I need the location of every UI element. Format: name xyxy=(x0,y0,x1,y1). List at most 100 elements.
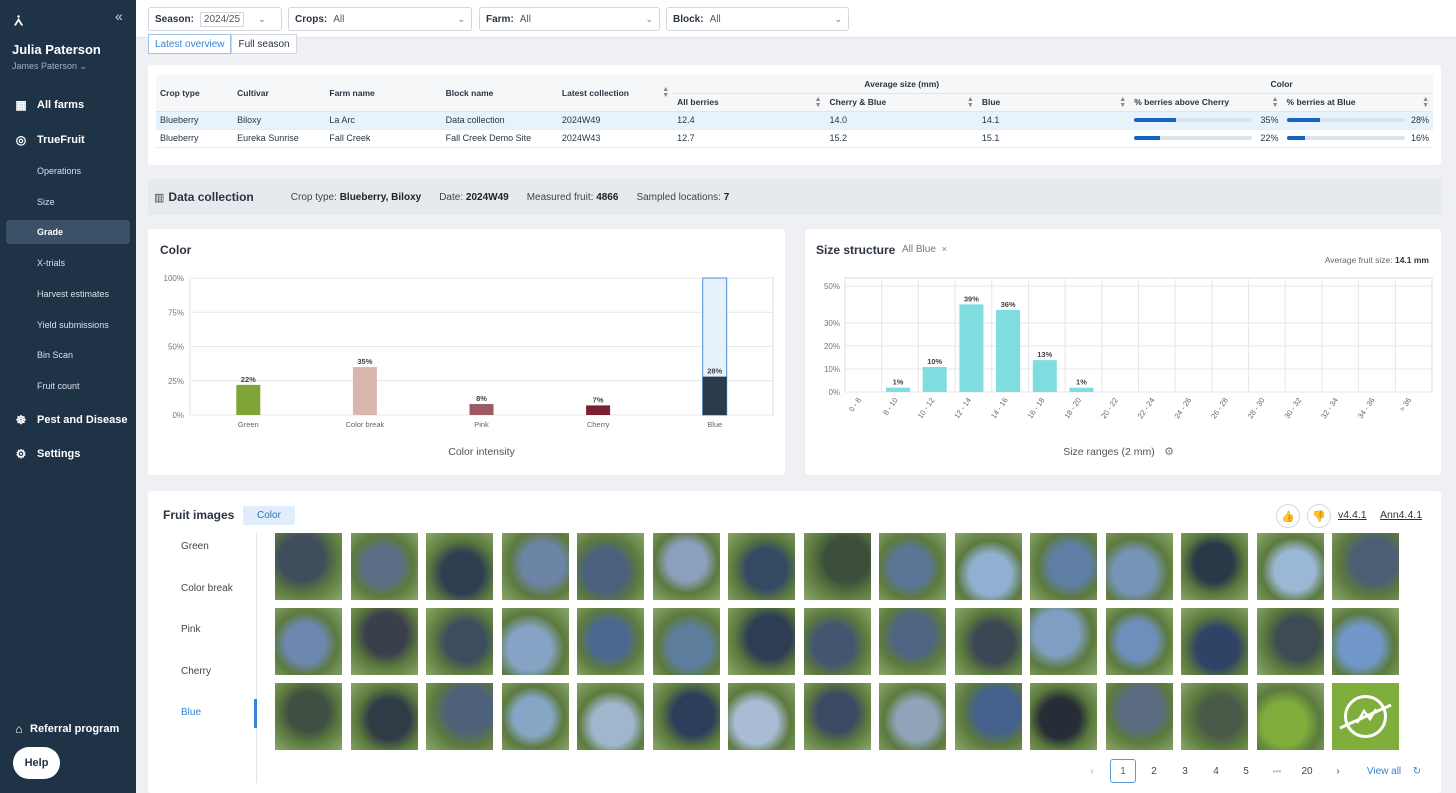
filter-chip[interactable]: All Blue × xyxy=(902,244,947,255)
fruit-image[interactable] xyxy=(1256,533,1324,600)
fruit-image[interactable] xyxy=(501,533,569,600)
fruit-image[interactable] xyxy=(426,533,493,600)
fruit-image[interactable] xyxy=(577,608,644,675)
sidebar-item-settings[interactable]: ⚙ Settings xyxy=(14,444,81,464)
page-1[interactable]: 1 xyxy=(1110,759,1136,783)
fruit-image[interactable] xyxy=(803,683,871,750)
fruit-image[interactable] xyxy=(275,533,342,600)
collapse-sidebar-icon[interactable]: « xyxy=(115,8,123,24)
annotation-version-link[interactable]: Ann4.4.1 xyxy=(1380,509,1423,521)
tab-full-season[interactable]: Full season xyxy=(231,34,297,54)
category-green[interactable]: Green xyxy=(181,541,209,552)
next-page-icon[interactable]: › xyxy=(1336,765,1340,777)
fruit-image[interactable] xyxy=(1332,533,1399,600)
sidebar-item-fruit-count[interactable]: Fruit count xyxy=(37,381,80,391)
fruit-image[interactable] xyxy=(728,683,795,750)
refresh-icon[interactable]: ↻ xyxy=(1412,765,1422,777)
page-5[interactable]: 5 xyxy=(1243,765,1249,777)
col-pct-above-cherry[interactable]: % berries above Cherry ▲ ▼ xyxy=(1130,93,1283,112)
fruit-image[interactable] xyxy=(350,533,418,600)
prev-page-icon[interactable]: ‹ xyxy=(1090,765,1094,777)
sidebar-item-pest-and-disease[interactable]: ☸ Pest and Disease xyxy=(14,410,128,430)
fruit-image[interactable] xyxy=(652,608,720,675)
crops-select[interactable]: Crops: All ⌄ xyxy=(288,7,472,31)
sidebar-item-operations[interactable]: Operations xyxy=(37,166,82,176)
fruit-image[interactable] xyxy=(728,533,795,600)
col-all-berries[interactable]: All berries ▲ ▼ xyxy=(673,93,826,112)
category-cherry[interactable]: Cherry xyxy=(181,666,212,677)
tab-latest-overview[interactable]: Latest overview xyxy=(148,34,232,54)
fruit-image[interactable] xyxy=(728,608,795,675)
gear-icon: ⚙ xyxy=(1164,446,1174,458)
farm-select[interactable]: Farm: All ⌄ xyxy=(479,7,660,31)
sidebar-item-size[interactable]: Size xyxy=(37,197,55,207)
logo[interactable]: ⩑ xyxy=(14,12,24,29)
fruit-image[interactable] xyxy=(652,683,720,750)
fruit-images-tag[interactable]: Color xyxy=(243,506,295,525)
col-cherry-blue[interactable]: Cherry & Blue ▲ ▼ xyxy=(825,93,978,112)
fruit-image[interactable] xyxy=(954,533,1022,600)
fruit-image[interactable] xyxy=(577,683,644,750)
fruit-image[interactable] xyxy=(803,608,871,675)
page-2[interactable]: 2 xyxy=(1151,765,1157,777)
fruit-image[interactable] xyxy=(501,608,569,675)
fruit-image[interactable] xyxy=(350,608,418,675)
fruit-image[interactable] xyxy=(501,683,569,750)
view-all-link[interactable]: View all xyxy=(1366,765,1402,777)
col-blue[interactable]: Blue ▲ ▼ xyxy=(977,93,1131,112)
sidebar-item-x-trials[interactable]: X-trials xyxy=(37,258,66,268)
version-link[interactable]: v4.4.1 xyxy=(1338,509,1367,521)
sidebar-item-grade[interactable]: Grade xyxy=(6,220,130,244)
sidebar-item-yield-submissions[interactable]: Yield submissions xyxy=(37,320,109,330)
fruit-image[interactable] xyxy=(652,533,720,600)
fruit-image[interactable] xyxy=(879,608,946,675)
fruit-image[interactable] xyxy=(1256,608,1324,675)
fruit-image[interactable] xyxy=(1030,608,1097,675)
fruit-image[interactable] xyxy=(275,608,342,675)
fruit-image[interactable] xyxy=(1332,608,1399,675)
page-3[interactable]: 3 xyxy=(1182,765,1188,777)
table-row[interactable]: Blueberry Eureka Sunrise Fall Creek Fall… xyxy=(156,129,1433,148)
col-pct-at-blue[interactable]: % berries at Blue ▲ ▼ xyxy=(1282,93,1433,112)
page-4[interactable]: 4 xyxy=(1213,765,1219,777)
account-switcher[interactable]: James Paterson ⌄ xyxy=(12,61,87,72)
table-row[interactable]: Blueberry Biloxy La Arc Data collection … xyxy=(156,111,1433,130)
fruit-image[interactable] xyxy=(1105,608,1173,675)
fruit-image[interactable] xyxy=(954,608,1022,675)
fruit-image[interactable] xyxy=(1105,533,1173,600)
referral-program-link[interactable]: ⌂ Referral program xyxy=(12,719,119,739)
category-pink[interactable]: Pink xyxy=(181,624,201,635)
category-color-break[interactable]: Color break xyxy=(181,583,233,594)
season-select[interactable]: Season: 2024/25 ⌄ xyxy=(148,7,282,31)
col-latest-collection[interactable]: Latest collection ▲ ▼ xyxy=(557,75,674,112)
sidebar-item-bin-scan[interactable]: Bin Scan xyxy=(37,350,74,360)
fruit-image[interactable] xyxy=(879,533,946,600)
fruit-image[interactable] xyxy=(879,683,946,750)
fruit-image[interactable] xyxy=(803,533,871,600)
fruit-image[interactable] xyxy=(426,683,493,750)
fruit-image[interactable] xyxy=(1030,683,1097,750)
page-last[interactable]: 20 xyxy=(1301,765,1313,777)
thumbs-up-icon[interactable]: 👍 xyxy=(1276,504,1300,528)
fruit-image[interactable] xyxy=(577,533,644,600)
close-icon[interactable]: × xyxy=(941,244,947,254)
fruit-image[interactable] xyxy=(1030,533,1097,600)
help-button[interactable]: Help xyxy=(13,747,60,779)
fruit-image[interactable] xyxy=(350,683,418,750)
fruit-image[interactable] xyxy=(426,608,493,675)
fruit-image[interactable] xyxy=(1181,608,1248,675)
fruit-image[interactable] xyxy=(275,683,342,750)
image-placeholder-icon[interactable] xyxy=(1332,683,1399,750)
sidebar-item-harvest-estimates[interactable]: Harvest estimates xyxy=(37,289,110,299)
sidebar-item-all-farms[interactable]: ▦ All farms xyxy=(14,95,84,115)
sidebar-item-truefruit[interactable]: ◎ TrueFruit xyxy=(14,130,85,150)
cell-pct-at-blue: 28% xyxy=(1282,111,1433,130)
fruit-image[interactable] xyxy=(1181,533,1248,600)
fruit-image[interactable] xyxy=(1181,683,1248,750)
fruit-image[interactable] xyxy=(1256,683,1324,750)
block-select[interactable]: Block: All ⌄ xyxy=(666,7,849,31)
category-blue[interactable]: Blue xyxy=(181,707,202,718)
fruit-image[interactable] xyxy=(1105,683,1173,750)
thumbs-down-icon[interactable]: 👎 xyxy=(1307,504,1331,528)
fruit-image[interactable] xyxy=(954,683,1022,750)
